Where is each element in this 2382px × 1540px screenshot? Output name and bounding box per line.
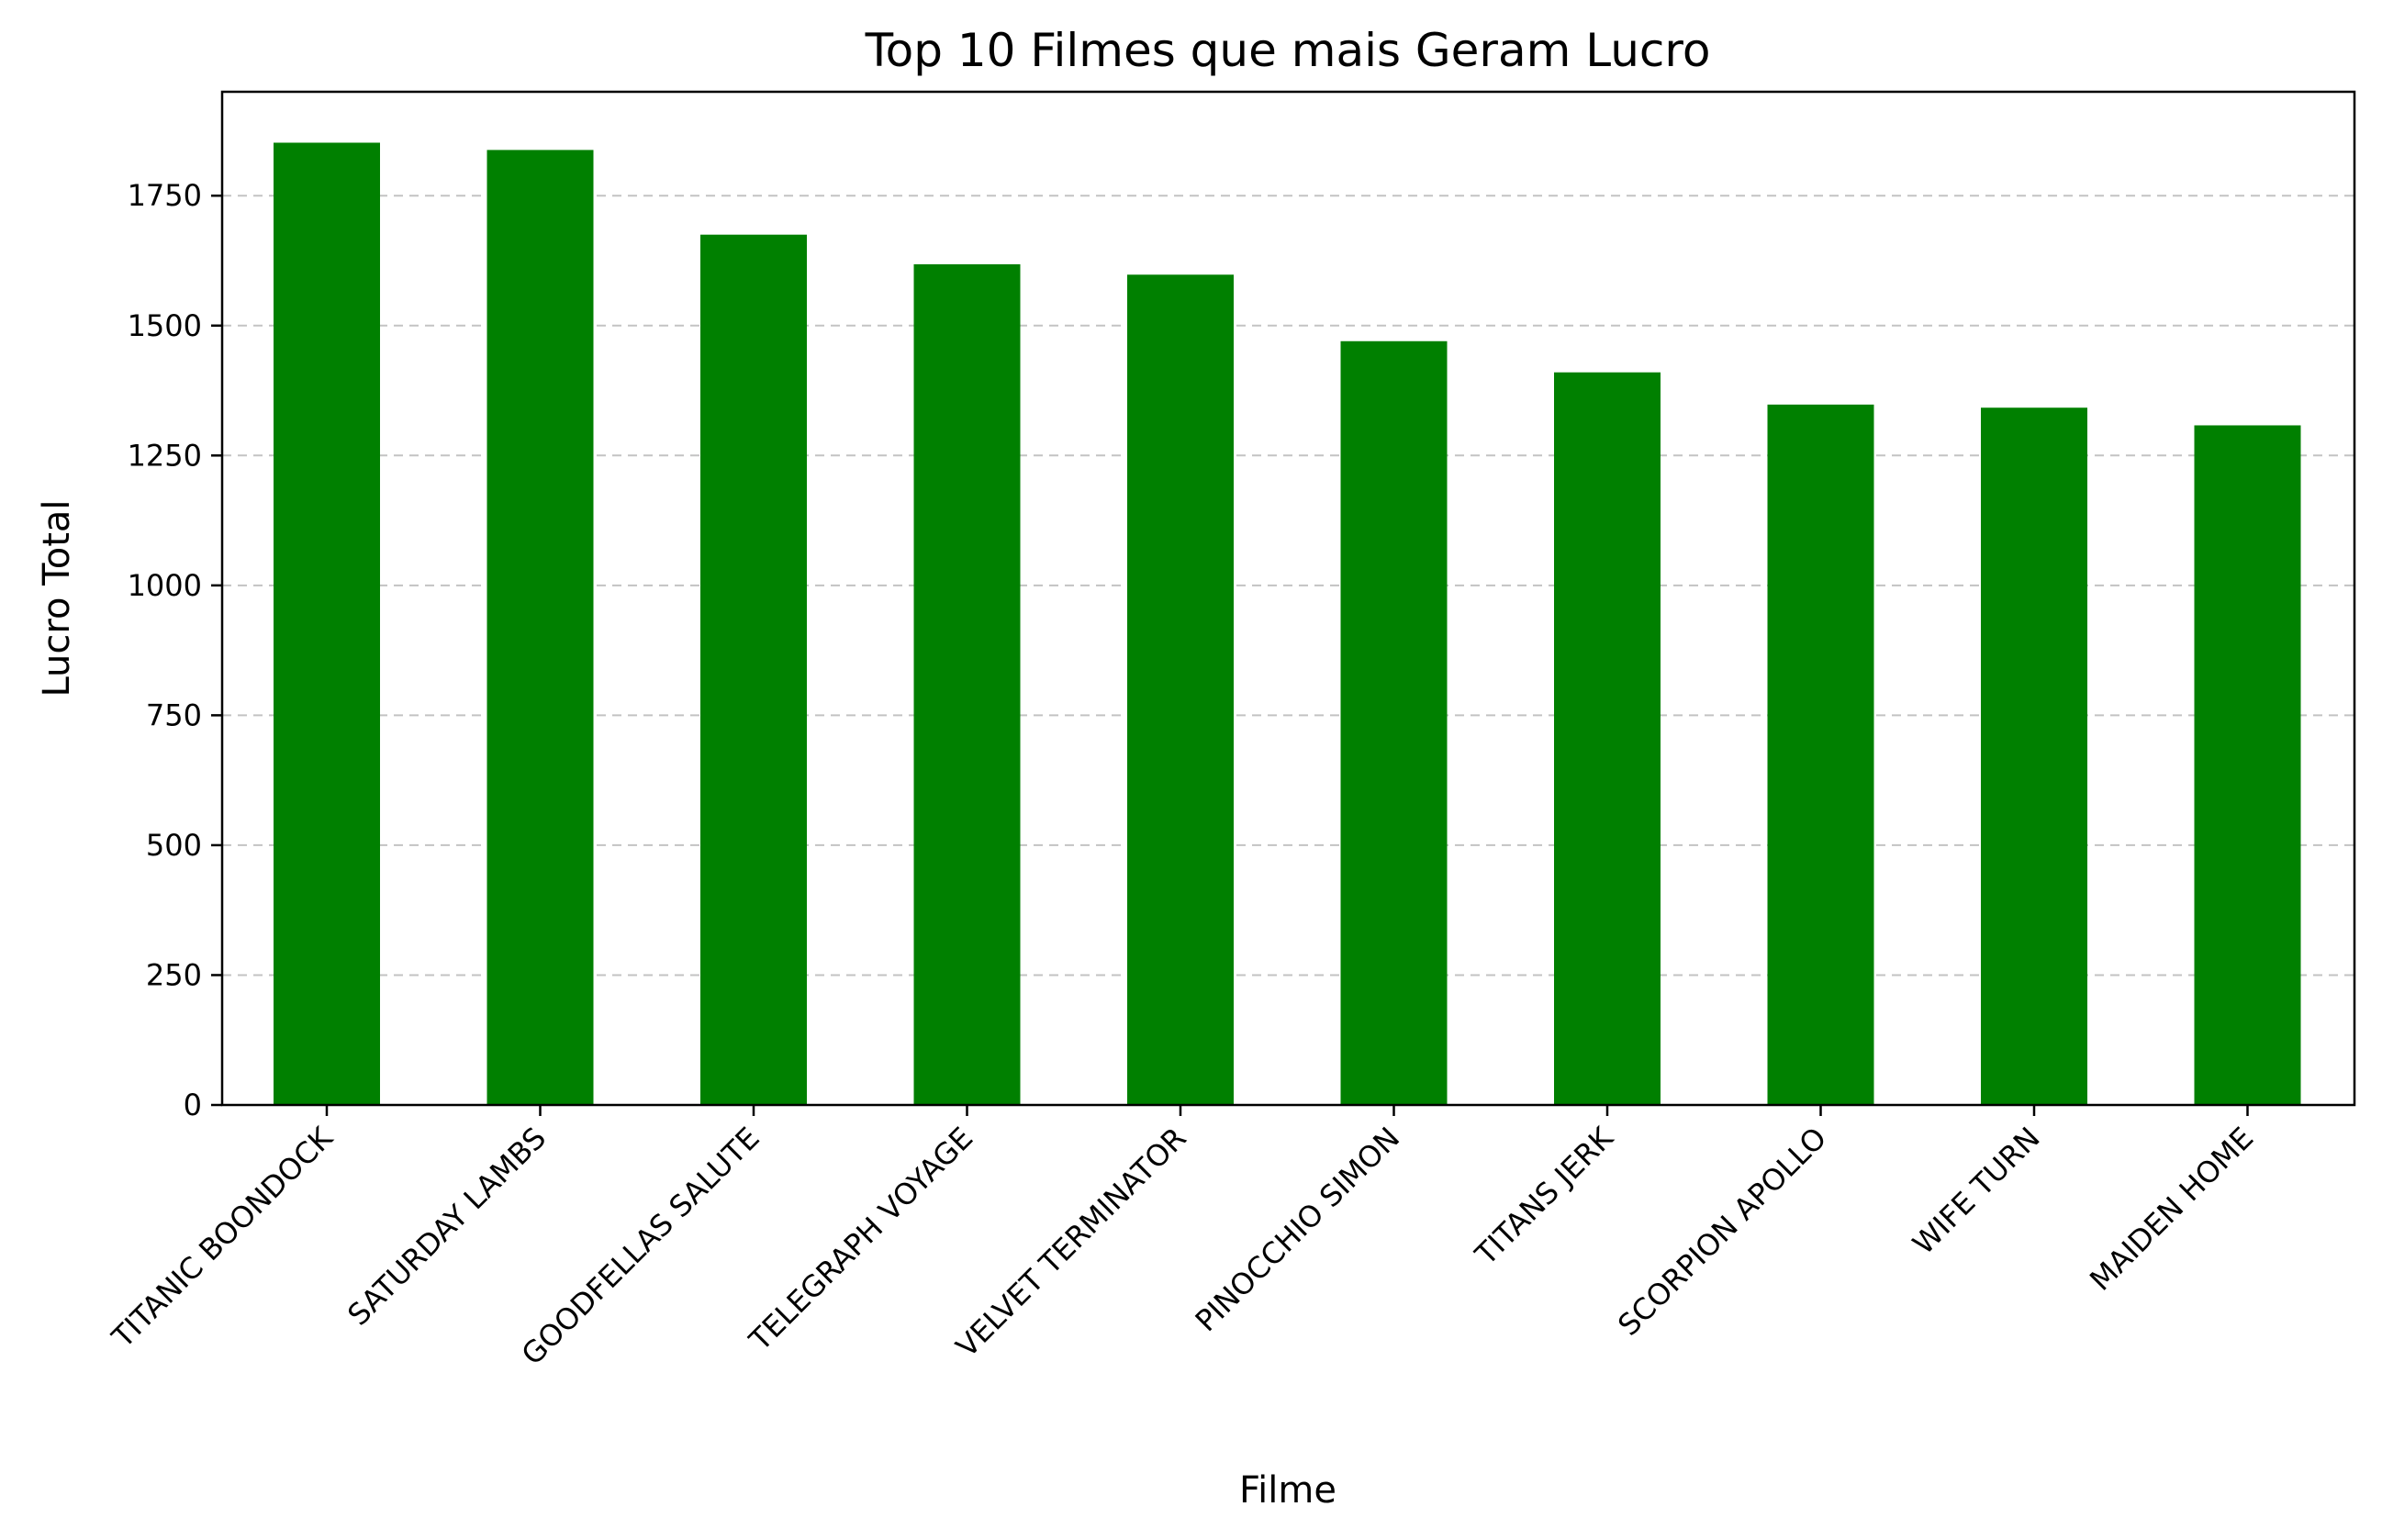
y-tick-label: 0 <box>184 1088 202 1122</box>
x-tick-label: GOODFELLAS SALUTE <box>515 1121 766 1372</box>
y-tick-label: 1250 <box>128 438 202 473</box>
x-tick-label: TELEGRAPH VOYAGE <box>742 1121 979 1358</box>
bar <box>486 150 594 1106</box>
x-axis: TITANIC BOONDOCK SATURDAY LAMBSGOODFELLAS… <box>105 1105 2260 1372</box>
bar <box>1767 404 1874 1106</box>
y-tick-label: 1500 <box>128 308 202 343</box>
chart-title: Top 10 Filmes que mais Geram Lucro <box>865 24 1711 77</box>
y-tick-label: 750 <box>146 697 202 732</box>
bar <box>1340 340 1448 1105</box>
x-tick-label: PINOCCHIO SIMON <box>1189 1121 1407 1339</box>
plot-area-frame <box>220 90 2356 1107</box>
x-axis-label: Filme <box>1239 1469 1336 1512</box>
bar <box>1127 274 1234 1106</box>
y-tick-label: 500 <box>146 828 202 863</box>
x-tick-label: TITANS JERK <box>1468 1120 1620 1272</box>
bar <box>1981 407 2087 1105</box>
bar <box>700 234 807 1105</box>
y-tick-label: 1000 <box>128 568 202 603</box>
bar <box>1554 372 1661 1105</box>
x-tick-label: WIFE TURN <box>1906 1121 2046 1261</box>
y-axis: 0 250 500 750 1000 1250 1500 1750 <box>128 178 222 1122</box>
bar <box>2194 425 2301 1105</box>
x-tick-label: VELVET TERMINATOR <box>949 1121 1193 1365</box>
bar <box>274 142 380 1106</box>
bars <box>274 142 2301 1106</box>
y-tick-label: 250 <box>146 957 202 992</box>
grid-lines <box>222 195 2354 976</box>
x-tick-label: MAIDEN HOME <box>2083 1121 2260 1298</box>
x-tick-label: SCORPION APOLLO <box>1611 1121 1833 1343</box>
y-axis-label: Lucro Total <box>36 499 78 697</box>
x-tick-label: SATURDAY LAMBS <box>341 1121 553 1333</box>
y-tick-label: 1750 <box>128 178 202 213</box>
x-tick-label: TITANIC BOONDOCK <box>105 1120 340 1355</box>
bar <box>913 263 1021 1105</box>
